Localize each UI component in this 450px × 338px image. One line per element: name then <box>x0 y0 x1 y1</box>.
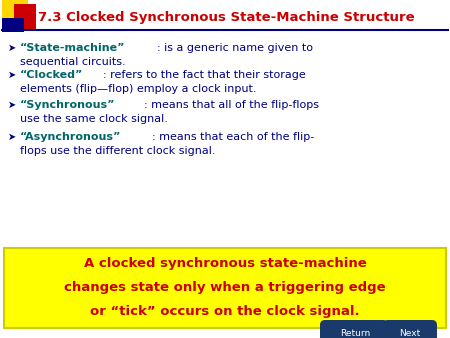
Text: : means that all of the flip-flops: : means that all of the flip-flops <box>144 100 319 110</box>
Text: Next: Next <box>400 329 421 338</box>
Text: changes state only when a triggering edge: changes state only when a triggering edg… <box>64 282 386 294</box>
Text: or “tick” occurs on the clock signal.: or “tick” occurs on the clock signal. <box>90 306 360 318</box>
Bar <box>14 4 36 30</box>
Text: 7.3 Clocked Synchronous State-Machine Structure: 7.3 Clocked Synchronous State-Machine St… <box>38 11 414 24</box>
Bar <box>2 18 24 32</box>
Text: “Asynchronous”: “Asynchronous” <box>20 132 122 142</box>
Text: flops use the different clock signal.: flops use the different clock signal. <box>20 146 216 156</box>
FancyBboxPatch shape <box>4 248 446 328</box>
Text: “Clocked”: “Clocked” <box>20 70 83 80</box>
Text: “Synchronous”: “Synchronous” <box>20 100 116 110</box>
Text: : refers to the fact that their storage: : refers to the fact that their storage <box>103 70 306 80</box>
Text: Return: Return <box>340 329 370 338</box>
Text: “State-machine”: “State-machine” <box>20 43 126 53</box>
FancyBboxPatch shape <box>320 320 388 338</box>
FancyBboxPatch shape <box>383 320 437 338</box>
Text: ➤: ➤ <box>8 132 16 142</box>
Text: : is a generic name given to: : is a generic name given to <box>157 43 313 53</box>
Text: ➤: ➤ <box>8 100 16 110</box>
Text: A clocked synchronous state-machine: A clocked synchronous state-machine <box>84 258 366 270</box>
Text: ➤: ➤ <box>8 43 16 53</box>
Text: ➤: ➤ <box>8 70 16 80</box>
Text: : means that each of the flip-: : means that each of the flip- <box>152 132 314 142</box>
Text: sequential circuits.: sequential circuits. <box>20 57 126 67</box>
Bar <box>2 0 28 22</box>
Text: use the same clock signal.: use the same clock signal. <box>20 114 168 124</box>
Text: elements (flip—flop) employ a clock input.: elements (flip—flop) employ a clock inpu… <box>20 84 256 94</box>
